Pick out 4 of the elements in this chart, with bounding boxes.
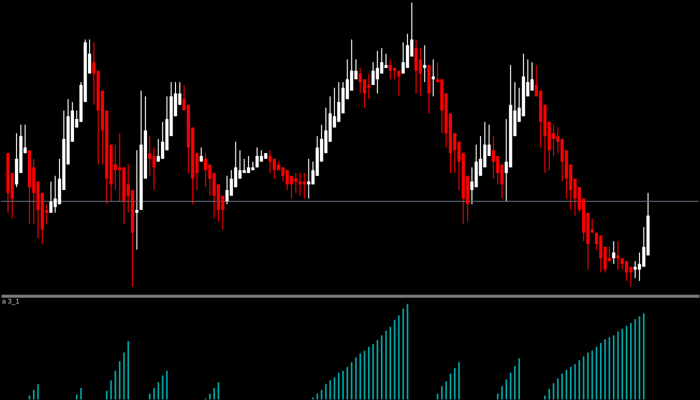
candlestick (135, 150, 138, 250)
candlestick (423, 45, 426, 82)
candlestick (432, 59, 435, 96)
candlestick (307, 158, 310, 199)
